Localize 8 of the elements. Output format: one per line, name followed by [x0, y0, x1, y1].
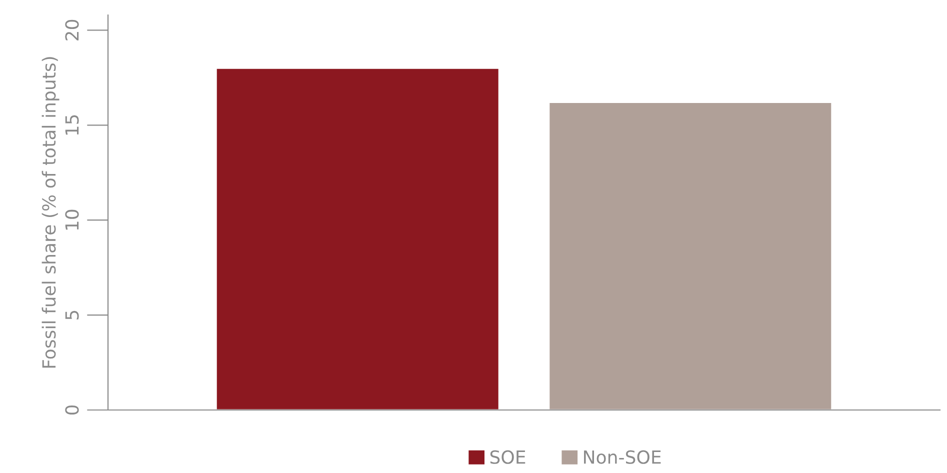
y-tick-label: 20	[65, 20, 79, 40]
y-tick-label: 0	[65, 405, 79, 415]
legend-label: SOE	[490, 450, 526, 464]
y-tick-label: 15	[65, 115, 79, 135]
legend-label: Non-SOE	[584, 450, 661, 464]
y-tick-label: 5	[65, 310, 79, 320]
y-tick-label: 10	[65, 210, 79, 230]
y-axis-title: Fossil fuel share (% of total inputs)	[42, 57, 60, 368]
